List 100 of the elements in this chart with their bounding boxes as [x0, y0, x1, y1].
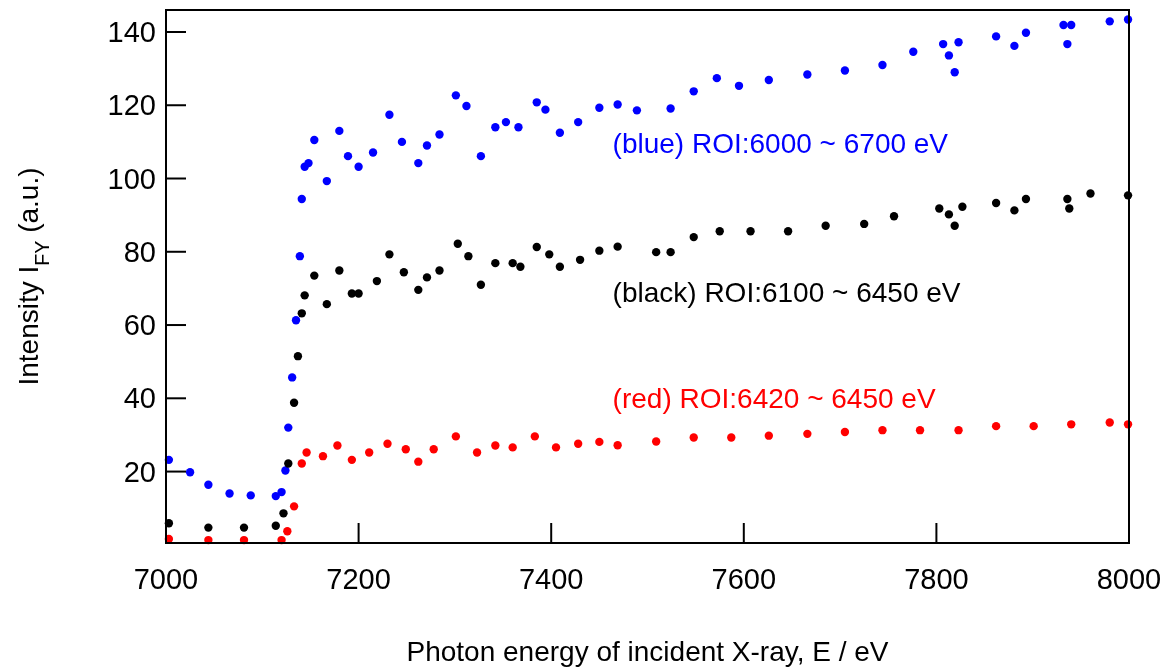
- point: [821, 221, 830, 230]
- point: [335, 126, 344, 136]
- point: [289, 502, 299, 511]
- point: [1059, 20, 1068, 30]
- point: [909, 47, 918, 56]
- point: [991, 32, 1001, 41]
- point: [289, 398, 299, 407]
- series-label: (black) ROI:6100 ~ 6450 eV: [612, 276, 961, 308]
- point: [954, 426, 963, 435]
- x-tick-label: 7800: [904, 563, 969, 595]
- point: [532, 242, 541, 252]
- point: [204, 480, 213, 489]
- series-label: (red) ROI:6420 ~ 6450 eV: [612, 383, 936, 415]
- point: [322, 299, 332, 309]
- point: [514, 123, 523, 132]
- point: [944, 210, 954, 219]
- point: [372, 276, 382, 286]
- y-tick-label: 100: [107, 162, 156, 195]
- point: [950, 221, 959, 230]
- point: [302, 448, 311, 457]
- point: [613, 242, 622, 251]
- point: [347, 455, 357, 465]
- point: [318, 452, 328, 461]
- point: [803, 429, 812, 439]
- point: [304, 158, 313, 168]
- point: [573, 117, 583, 127]
- point: [532, 98, 541, 107]
- point: [666, 104, 675, 113]
- x-axis-title: Photon energy of incident X-ray, E / eV: [406, 636, 889, 667]
- point: [991, 421, 1001, 431]
- point: [944, 51, 954, 60]
- point: [322, 176, 332, 186]
- point: [347, 289, 357, 298]
- point: [397, 137, 407, 147]
- point: [516, 262, 525, 271]
- point: [764, 75, 774, 85]
- point: [310, 271, 319, 280]
- point: [333, 441, 342, 450]
- point: [1105, 17, 1114, 26]
- point: [840, 427, 850, 437]
- point: [291, 316, 301, 325]
- point: [595, 437, 604, 447]
- point: [284, 459, 293, 468]
- point: [878, 60, 887, 70]
- x-tick-label: 7400: [518, 563, 584, 595]
- point: [555, 262, 565, 271]
- point: [422, 141, 432, 150]
- x-tick-label: 7200: [326, 563, 391, 595]
- point: [401, 445, 410, 454]
- point: [462, 101, 471, 111]
- point: [915, 426, 925, 435]
- point: [204, 523, 213, 532]
- point: [783, 227, 793, 236]
- point: [954, 38, 963, 47]
- point: [859, 219, 869, 229]
- point: [414, 457, 423, 466]
- point: [464, 251, 473, 261]
- point: [573, 439, 583, 448]
- point: [840, 66, 850, 75]
- point: [399, 268, 409, 277]
- point: [277, 487, 286, 497]
- series-label: (blue) ROI:6000 ~ 6700 eV: [612, 127, 949, 159]
- point: [354, 289, 363, 298]
- point: [1067, 20, 1076, 30]
- point: [476, 151, 486, 161]
- point: [764, 431, 774, 440]
- point: [476, 280, 486, 289]
- point: [368, 148, 378, 157]
- point: [734, 81, 744, 90]
- point: [491, 123, 500, 132]
- point: [889, 212, 899, 221]
- point: [1086, 189, 1095, 198]
- point: [613, 100, 622, 109]
- point: [508, 258, 517, 268]
- point: [1010, 206, 1019, 215]
- point: [613, 441, 622, 450]
- point: [501, 117, 511, 127]
- point: [271, 521, 280, 530]
- point: [666, 247, 675, 257]
- point: [950, 68, 959, 77]
- point: [281, 466, 290, 475]
- point: [727, 433, 736, 442]
- x-tick-label: 7600: [711, 563, 777, 595]
- point: [225, 489, 234, 498]
- x-tick-label: 7000: [133, 563, 199, 595]
- point: [938, 39, 948, 49]
- point: [545, 250, 554, 259]
- point: [712, 73, 722, 83]
- point: [651, 437, 661, 446]
- point: [491, 258, 500, 268]
- point: [1105, 418, 1114, 427]
- point: [472, 448, 482, 457]
- point: [287, 373, 297, 382]
- point: [1065, 204, 1074, 213]
- y-tick-label: 40: [123, 382, 156, 415]
- point: [295, 251, 305, 261]
- point: [435, 130, 444, 139]
- point: [1021, 28, 1031, 37]
- y-tick-label: 60: [123, 309, 156, 342]
- point: [429, 445, 438, 454]
